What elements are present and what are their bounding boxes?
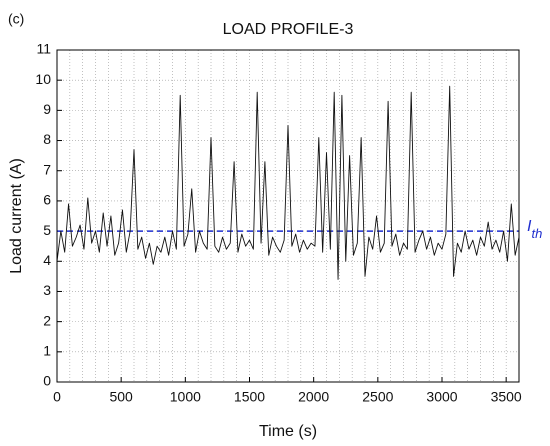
- x-tick-label: 3500: [491, 389, 522, 405]
- y-tick-label: 9: [43, 101, 51, 117]
- x-tick-label: 1000: [170, 389, 201, 405]
- x-tick-label: 500: [109, 389, 133, 405]
- y-tick-label: 7: [43, 161, 51, 177]
- y-tick-label: 2: [43, 312, 51, 328]
- threshold-label-sub: th: [531, 227, 542, 242]
- y-tick-label: 4: [43, 252, 51, 268]
- y-tick-label: 8: [43, 131, 51, 147]
- y-tick-label: 1: [43, 343, 51, 359]
- x-tick-label: 1500: [234, 389, 265, 405]
- plot-frame: [56, 49, 520, 383]
- threshold-label-main: I: [527, 218, 532, 235]
- x-axis-label: Time (s): [259, 423, 317, 440]
- x-tick-label: 0: [53, 389, 61, 405]
- y-tick-label: 11: [36, 41, 51, 57]
- x-tick-label: 3000: [426, 389, 457, 405]
- y-tick-label: 5: [43, 222, 51, 238]
- y-tick-label: 3: [43, 282, 51, 298]
- threshold-label: Ith: [527, 218, 542, 241]
- y-tick-label: 10: [35, 71, 51, 87]
- y-axis-label: Load current (A): [8, 158, 25, 274]
- chart-title: LOAD PROFILE-3: [223, 21, 354, 38]
- x-tick-label: 2500: [362, 389, 393, 405]
- y-tick-label: 0: [43, 373, 51, 389]
- panel-label: (c): [8, 11, 24, 27]
- x-tick-label: 2000: [298, 389, 329, 405]
- y-tick-label: 6: [43, 192, 51, 208]
- data-line: [56, 85, 520, 280]
